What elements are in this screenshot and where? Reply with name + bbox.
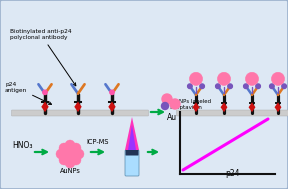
Circle shape — [162, 102, 168, 109]
Polygon shape — [41, 101, 49, 112]
Polygon shape — [128, 125, 136, 150]
FancyBboxPatch shape — [126, 149, 139, 156]
Circle shape — [65, 158, 75, 168]
Text: p24
antigen: p24 antigen — [5, 82, 52, 104]
Polygon shape — [193, 102, 200, 112]
Circle shape — [74, 149, 84, 159]
Circle shape — [162, 94, 172, 104]
Polygon shape — [274, 102, 281, 112]
Circle shape — [65, 140, 75, 150]
Circle shape — [65, 149, 75, 159]
Text: Au NPs labeled
streptavidin: Au NPs labeled streptavidin — [170, 99, 211, 110]
Circle shape — [65, 152, 75, 162]
Circle shape — [190, 72, 202, 85]
Circle shape — [256, 84, 260, 88]
Circle shape — [187, 84, 192, 88]
Text: HNO₃: HNO₃ — [12, 142, 33, 150]
Circle shape — [59, 143, 69, 153]
Polygon shape — [74, 101, 82, 112]
Polygon shape — [221, 102, 228, 112]
Circle shape — [217, 72, 231, 85]
Text: Au: Au — [167, 113, 177, 122]
Circle shape — [71, 155, 81, 165]
Polygon shape — [108, 101, 116, 112]
Circle shape — [282, 84, 286, 88]
Text: AuNPs: AuNPs — [60, 168, 80, 174]
Text: p24: p24 — [225, 169, 239, 178]
Circle shape — [59, 155, 69, 165]
FancyBboxPatch shape — [125, 150, 139, 176]
Polygon shape — [125, 117, 139, 150]
Text: ICP-MS: ICP-MS — [87, 139, 109, 145]
Circle shape — [216, 84, 220, 88]
Circle shape — [271, 72, 285, 85]
Circle shape — [228, 84, 232, 88]
Circle shape — [56, 149, 66, 159]
FancyBboxPatch shape — [12, 110, 149, 116]
Circle shape — [270, 84, 274, 88]
Circle shape — [62, 146, 72, 156]
Circle shape — [68, 146, 78, 156]
Circle shape — [110, 90, 114, 94]
Text: Biotinylated anti-p24
polyclonal antibody: Biotinylated anti-p24 polyclonal antibod… — [10, 29, 76, 86]
FancyBboxPatch shape — [177, 110, 288, 116]
Circle shape — [245, 72, 259, 85]
Circle shape — [170, 99, 180, 109]
Circle shape — [200, 84, 204, 88]
Circle shape — [43, 90, 47, 94]
Circle shape — [244, 84, 248, 88]
Polygon shape — [249, 102, 255, 112]
Circle shape — [71, 143, 81, 153]
